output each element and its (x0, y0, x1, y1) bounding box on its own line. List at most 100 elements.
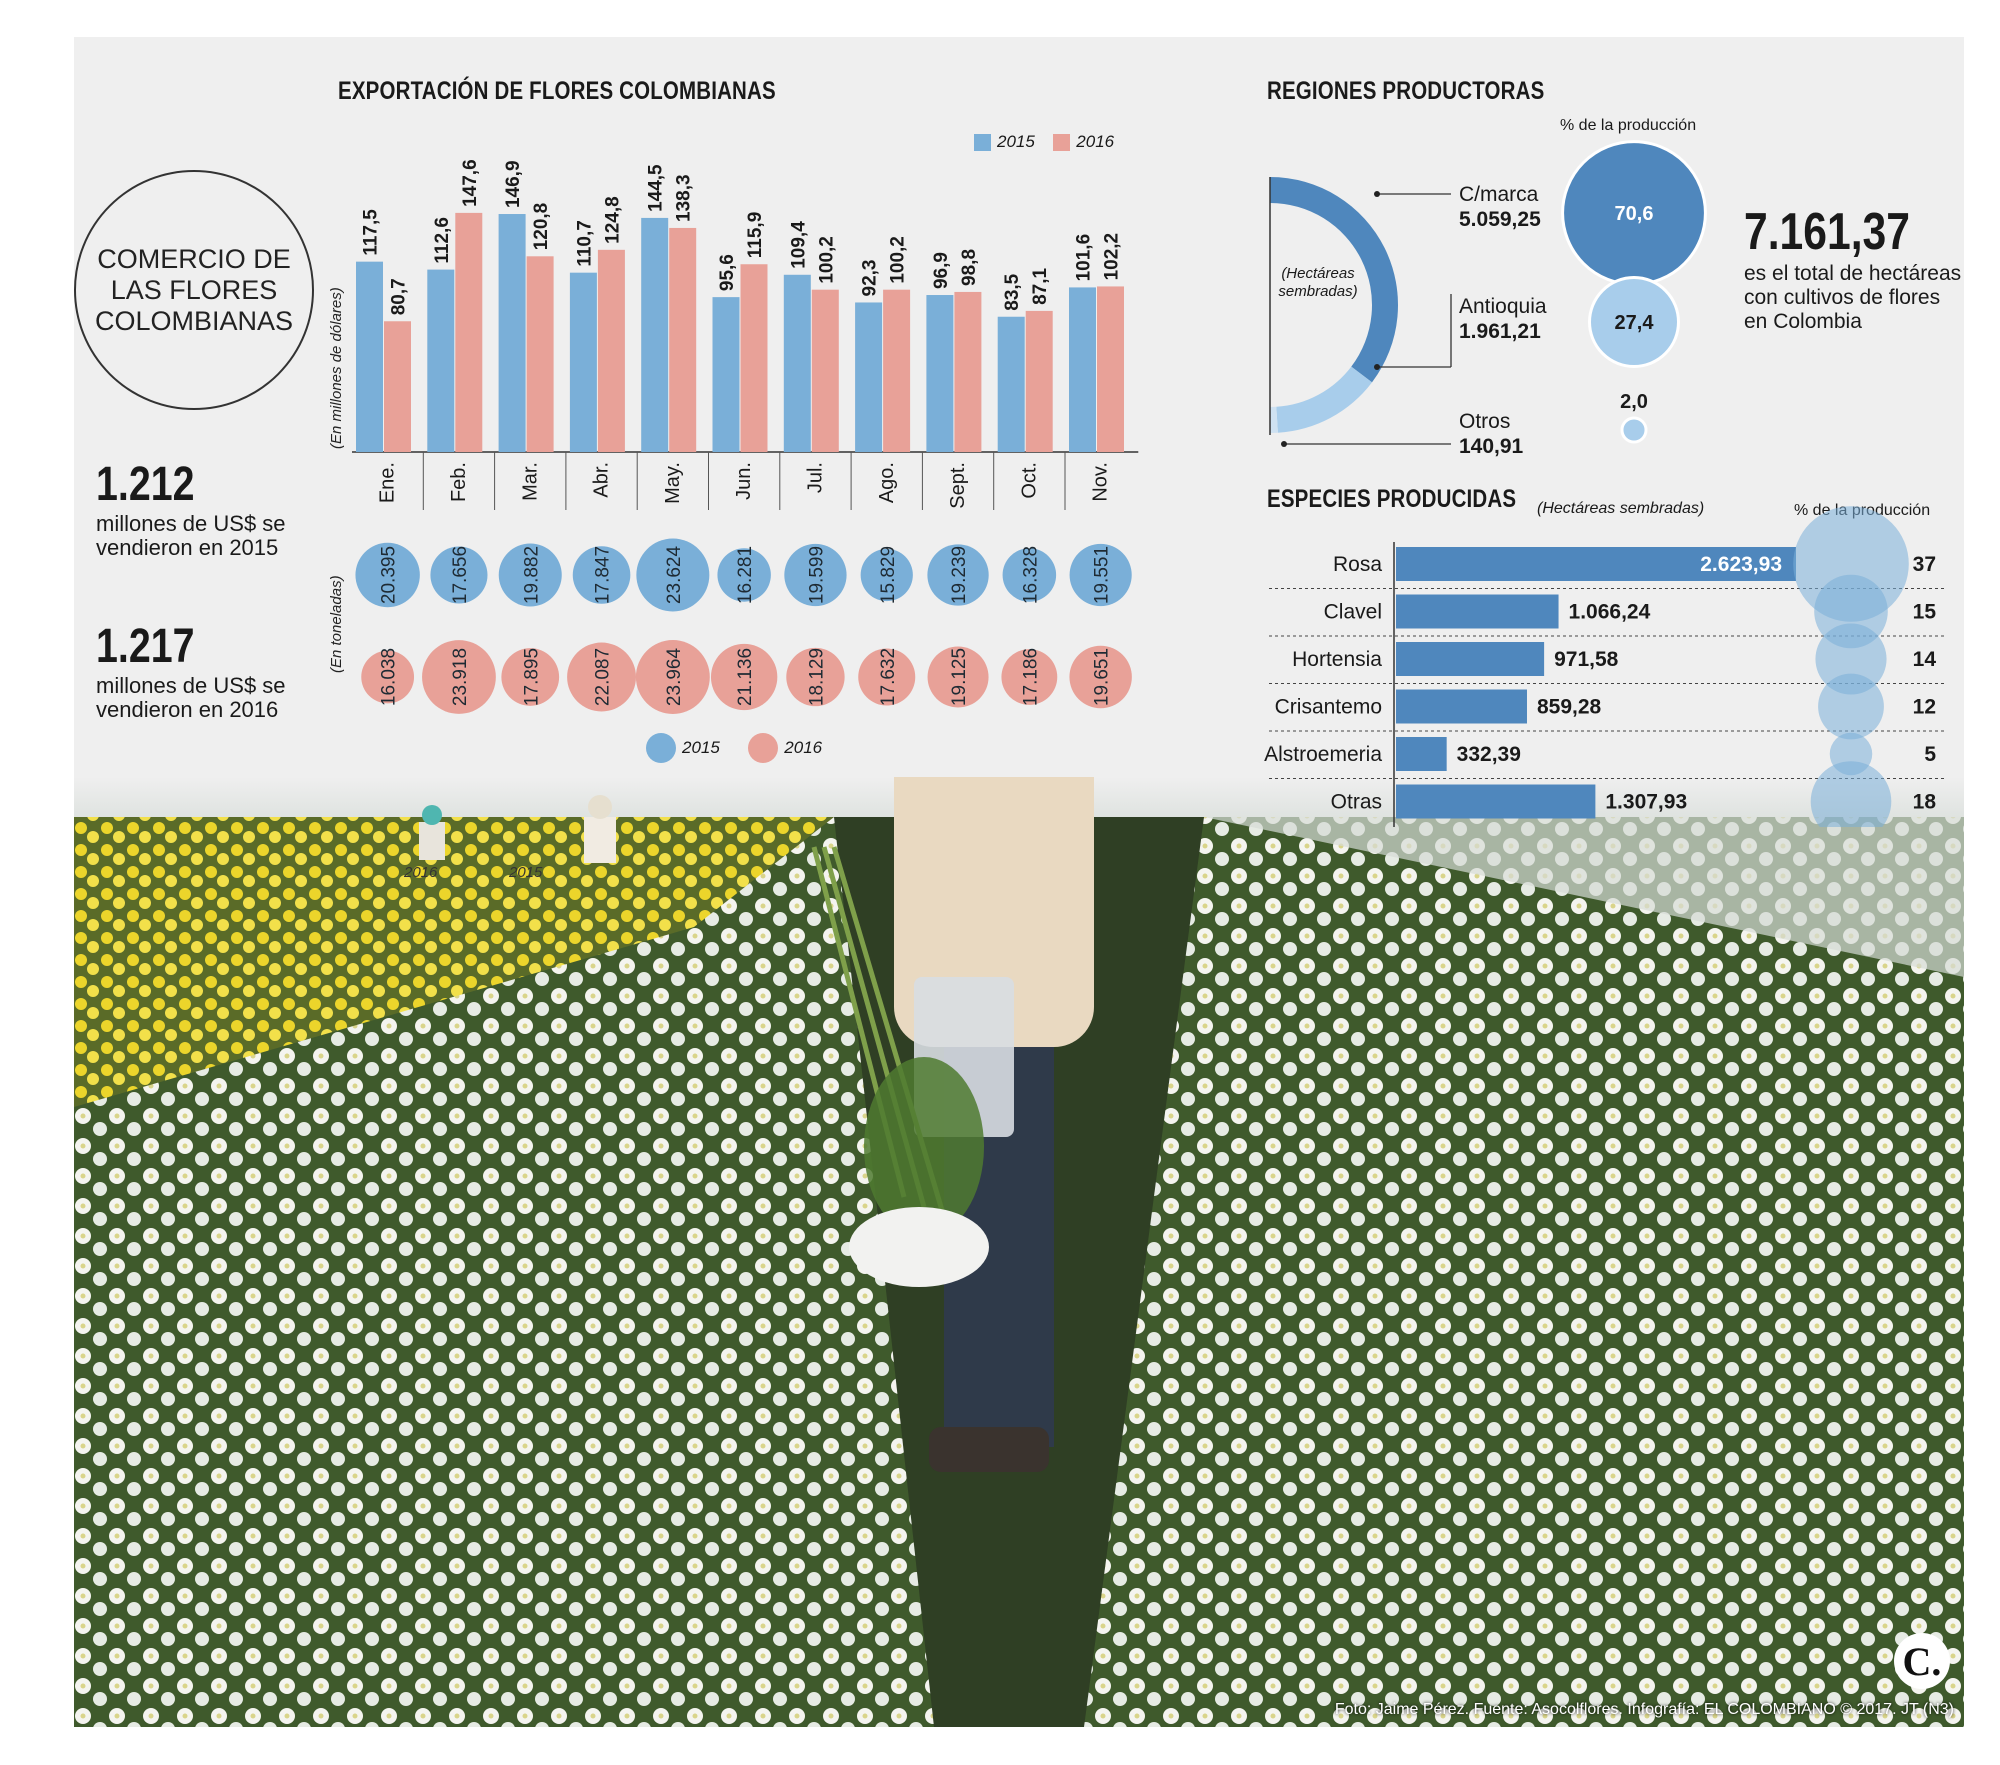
tonnage-bubble-2015 (1069, 543, 1132, 607)
bar-value-label: 110,7 (574, 220, 595, 267)
bar-2016 (1025, 310, 1053, 452)
species-pct-bubble (1818, 673, 1884, 740)
total-hectares: 7.161,37 es el total de hectáreas con cu… (1744, 202, 1964, 334)
bar-value-label: 146,9 (503, 160, 524, 208)
tonnage-value-label: 20.395 (379, 546, 400, 604)
bar-value-label: 112,6 (432, 217, 453, 264)
bar-value-label: 124,8 (602, 196, 623, 244)
bar-value-label: 100,2 (816, 236, 837, 284)
regions-chart: 70,6 27,4 2,0 (1269, 140, 1707, 447)
region-slice (1270, 177, 1398, 383)
tonnage-value-label: 17.656 (450, 546, 471, 604)
species-pct-label: 12 (1913, 696, 1936, 719)
month-tick-label: Ago. (876, 462, 898, 503)
legend-label-2016: 2016 (1076, 132, 1115, 151)
region-pct-bubble (1620, 416, 1648, 444)
region-antioquia: Antioquia 1.961,21 (1459, 294, 1547, 344)
legend-label-2016: 2016 (784, 738, 823, 757)
region-value: 140,91 (1459, 435, 1524, 458)
species-name-label: Crisantemo (1275, 696, 1382, 719)
species-value-label: 859,28 (1537, 696, 1602, 719)
month-tick-label: Abr. (591, 462, 613, 498)
export-chart-legend: 2015 2016 (974, 132, 1128, 152)
tonnage-value-label: 23.624 (664, 546, 685, 605)
photo-credit: Foto: Jaime Pérez. Fuente: Asocolflores.… (1334, 1701, 1954, 1718)
bar-value-label: 83,5 (1002, 273, 1023, 310)
species-pct-label: 15 (1913, 601, 1937, 624)
species-name-label: Otras (1331, 791, 1382, 814)
bar-value-label: 117,5 (361, 209, 382, 256)
bar-2015 (427, 269, 455, 452)
tonnage-bubble-2016 (927, 646, 989, 708)
bar-value-label: 100,2 (888, 236, 909, 284)
species-value-label: 1.307,93 (1605, 791, 1687, 814)
region-cmarca: C/marca 5.059,25 (1459, 182, 1541, 232)
bar-2015 (569, 272, 597, 452)
tonnage-value-label: 16.281 (735, 546, 756, 604)
bar-value-label: 96,9 (931, 252, 952, 289)
circle-title-text: COMERCIO DE LAS FLORES COLOMBIANAS (94, 243, 294, 336)
region-leader-dot (1374, 364, 1380, 370)
tonnage-bubble-2016 (1069, 645, 1132, 709)
month-tick-label: Sept. (947, 462, 969, 509)
export-chart: 117,5 80,7 Ene. 20.395 16.038 112,6 147,6 Feb. 1… (352, 159, 1139, 714)
tonnage-value-label: 19.651 (1092, 648, 1113, 706)
bar-2016 (455, 212, 483, 452)
species-pct-label: 5 (1924, 743, 1936, 766)
region-slice (1276, 366, 1373, 433)
species-bar (1396, 594, 1559, 629)
tonnage-value-label: 15.829 (878, 546, 899, 604)
regions-center-label: (Hectáreas sembradas) (1278, 265, 1358, 300)
tonnage-bubble-2016 (1001, 649, 1058, 705)
tonnage-value-label: 19.599 (806, 546, 827, 604)
bar-2015 (712, 297, 740, 452)
infographic-panel: 2016 2015 COMERCIO DE LAS FLORES COLOMBI… (74, 37, 1964, 1727)
species-pct-label: 18 (1913, 791, 1937, 814)
total-text: es el total de hectáreas con cultivos de… (1744, 262, 1962, 333)
month-tick-label: Ene. (377, 462, 399, 503)
bar-2015 (1069, 287, 1096, 452)
tonnage-value-label: 17.895 (521, 648, 542, 706)
bar-value-label: 101,6 (1074, 234, 1095, 282)
bar-2016 (954, 291, 982, 452)
tonnage-value-label: 21.136 (735, 648, 756, 706)
photo-year-label: 2016 (403, 864, 438, 881)
bar-2015 (498, 214, 526, 452)
species-bar (1396, 737, 1447, 771)
tonnage-bubble-2016 (635, 640, 710, 714)
tonnage-value-label: 19.882 (521, 546, 542, 604)
stat-2016: 1.217 millones de US$ se vendieron en 20… (96, 619, 296, 722)
bar-2016 (1097, 286, 1124, 452)
species-value-label: 971,58 (1554, 648, 1619, 671)
tonnage-bubble-2016 (567, 642, 636, 712)
month-tick-label: Nov. (1090, 462, 1112, 502)
section-circle-title: COMERCIO DE LAS FLORES COLOMBIANAS (74, 170, 314, 410)
tonnage-value-label: 19.125 (949, 648, 970, 706)
tonnage-value-label: 19.551 (1092, 546, 1113, 604)
tonnage-legend: 2015 2016 (646, 733, 836, 763)
bar-2016 (526, 256, 554, 452)
legend-swatch-2015 (974, 133, 991, 151)
month-tick-label: Jul. (804, 462, 826, 493)
month-tick-label: Jun. (733, 462, 755, 500)
species-pct-label: 37 (1913, 553, 1936, 576)
species-bar (1396, 547, 1796, 581)
species-value-label: 2.623,93 (1700, 553, 1782, 576)
regions-title: REGIONES PRODUCTORAS (1267, 77, 1545, 105)
tonnage-value-label: 22.087 (593, 648, 614, 706)
legend-dot-2016 (748, 733, 779, 763)
stat-text: millones de US$ se vendieron en 2016 (96, 673, 286, 722)
tonnage-value-label: 16.328 (1020, 546, 1041, 604)
region-pct-label: 2,0 (1620, 391, 1648, 413)
bar-value-label: 102,2 (1102, 233, 1123, 281)
tonnage-value-label: 17.847 (593, 546, 614, 604)
bar-value-label: 87,1 (1030, 267, 1051, 304)
species-subtitle: (Hectáreas sembradas) (1537, 500, 1705, 517)
bar-2016 (669, 227, 697, 452)
bar-2015 (926, 295, 954, 452)
month-tick-label: Feb. (448, 462, 470, 502)
tonnage-value-label: 23.964 (664, 648, 685, 707)
total-value: 7.161,37 (1744, 203, 1910, 261)
photo-year-label: 2015 (508, 864, 543, 881)
region-name: C/marca (1459, 183, 1539, 206)
